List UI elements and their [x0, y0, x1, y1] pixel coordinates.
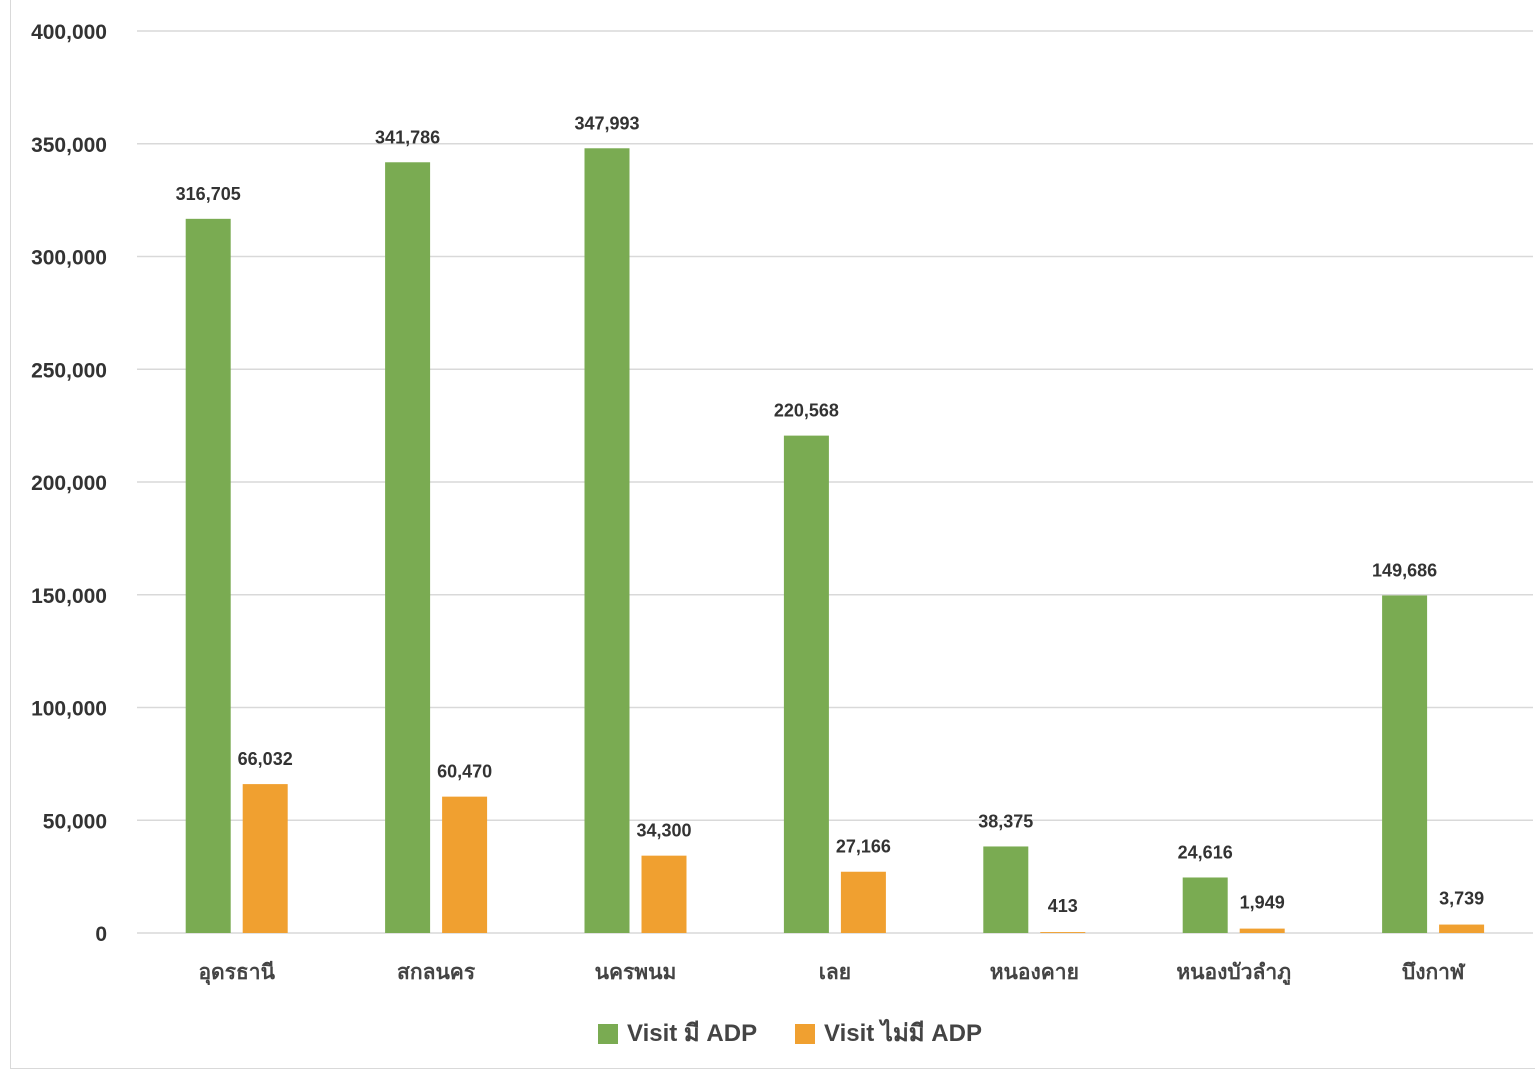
bar-series-2: [840, 871, 886, 933]
y-tick-label: 50,000: [43, 810, 107, 833]
y-axis-ticks: 0 50,000 100,000 150,000 200,000 250,000 300,0…: [31, 21, 107, 946]
y-tick-label: 150,000: [31, 585, 107, 608]
bar-series-2: [1040, 932, 1086, 933]
bar-series-1: [1182, 877, 1228, 933]
data-label: 24,616: [1178, 842, 1233, 862]
y-tick-label: 400,000: [31, 21, 107, 44]
data-label: 66,032: [238, 749, 293, 769]
legend-label: Visit ไม่มี ADP: [824, 1018, 982, 1047]
category-label: เลย: [819, 961, 851, 984]
data-labels: 316,705 66,032 341,786 60,470 347,993 34,300 2…: [176, 113, 1484, 916]
data-label: 347,993: [574, 113, 639, 133]
y-tick-label: 200,000: [31, 472, 107, 495]
data-label: 1,949: [1240, 893, 1285, 913]
bar-series-1: [783, 435, 829, 933]
legend-label: Visit มี ADP: [627, 1020, 757, 1047]
data-label: 316,705: [176, 184, 241, 204]
bar-series-1: [1382, 595, 1428, 933]
category-label: อุดรธานี: [198, 960, 275, 986]
data-label: 220,568: [774, 401, 839, 421]
bar-series-1: [584, 148, 630, 934]
data-label: 27,166: [836, 837, 891, 857]
data-label: 60,470: [437, 762, 492, 782]
data-label: 38,375: [978, 811, 1033, 831]
data-label: 413: [1048, 896, 1078, 916]
bar-series-1: [185, 218, 231, 934]
bar-series-2: [1439, 924, 1485, 933]
bars: [185, 148, 1485, 934]
data-label: 34,300: [636, 821, 691, 841]
legend-swatch: [795, 1024, 815, 1044]
category-label: หนองคาย: [990, 961, 1079, 984]
bar-series-2: [641, 855, 687, 933]
y-tick-label: 0: [95, 923, 107, 946]
category-label: หนองบัวลำภู: [1176, 961, 1291, 986]
chart-frame: [10, 0, 1535, 1069]
category-label: สกลนคร: [397, 961, 476, 984]
bar-series-1: [983, 846, 1029, 933]
y-tick-label: 250,000: [31, 359, 107, 382]
data-label: 3,739: [1439, 889, 1484, 909]
category-label: นครพนม: [595, 961, 677, 984]
gridlines: [137, 30, 1533, 934]
bar-series-1: [385, 162, 431, 933]
legend: Visit มี ADP Visit ไม่มี ADP: [598, 1018, 982, 1047]
x-axis-categories: อุดรธานี สกลนคร นครพนม เลย หนองคาย หนองบัวลำภ…: [198, 960, 1466, 986]
y-tick-label: 100,000: [31, 698, 107, 721]
bar-series-2: [1239, 928, 1285, 933]
data-label: 149,686: [1372, 560, 1437, 580]
data-label: 341,786: [375, 127, 440, 147]
bar-series-2: [242, 784, 288, 933]
bar-series-2: [442, 796, 488, 933]
category-label: บึงกาฬ: [1402, 961, 1466, 984]
legend-swatch: [598, 1024, 618, 1044]
y-tick-label: 350,000: [31, 134, 107, 157]
y-tick-label: 300,000: [31, 247, 107, 270]
